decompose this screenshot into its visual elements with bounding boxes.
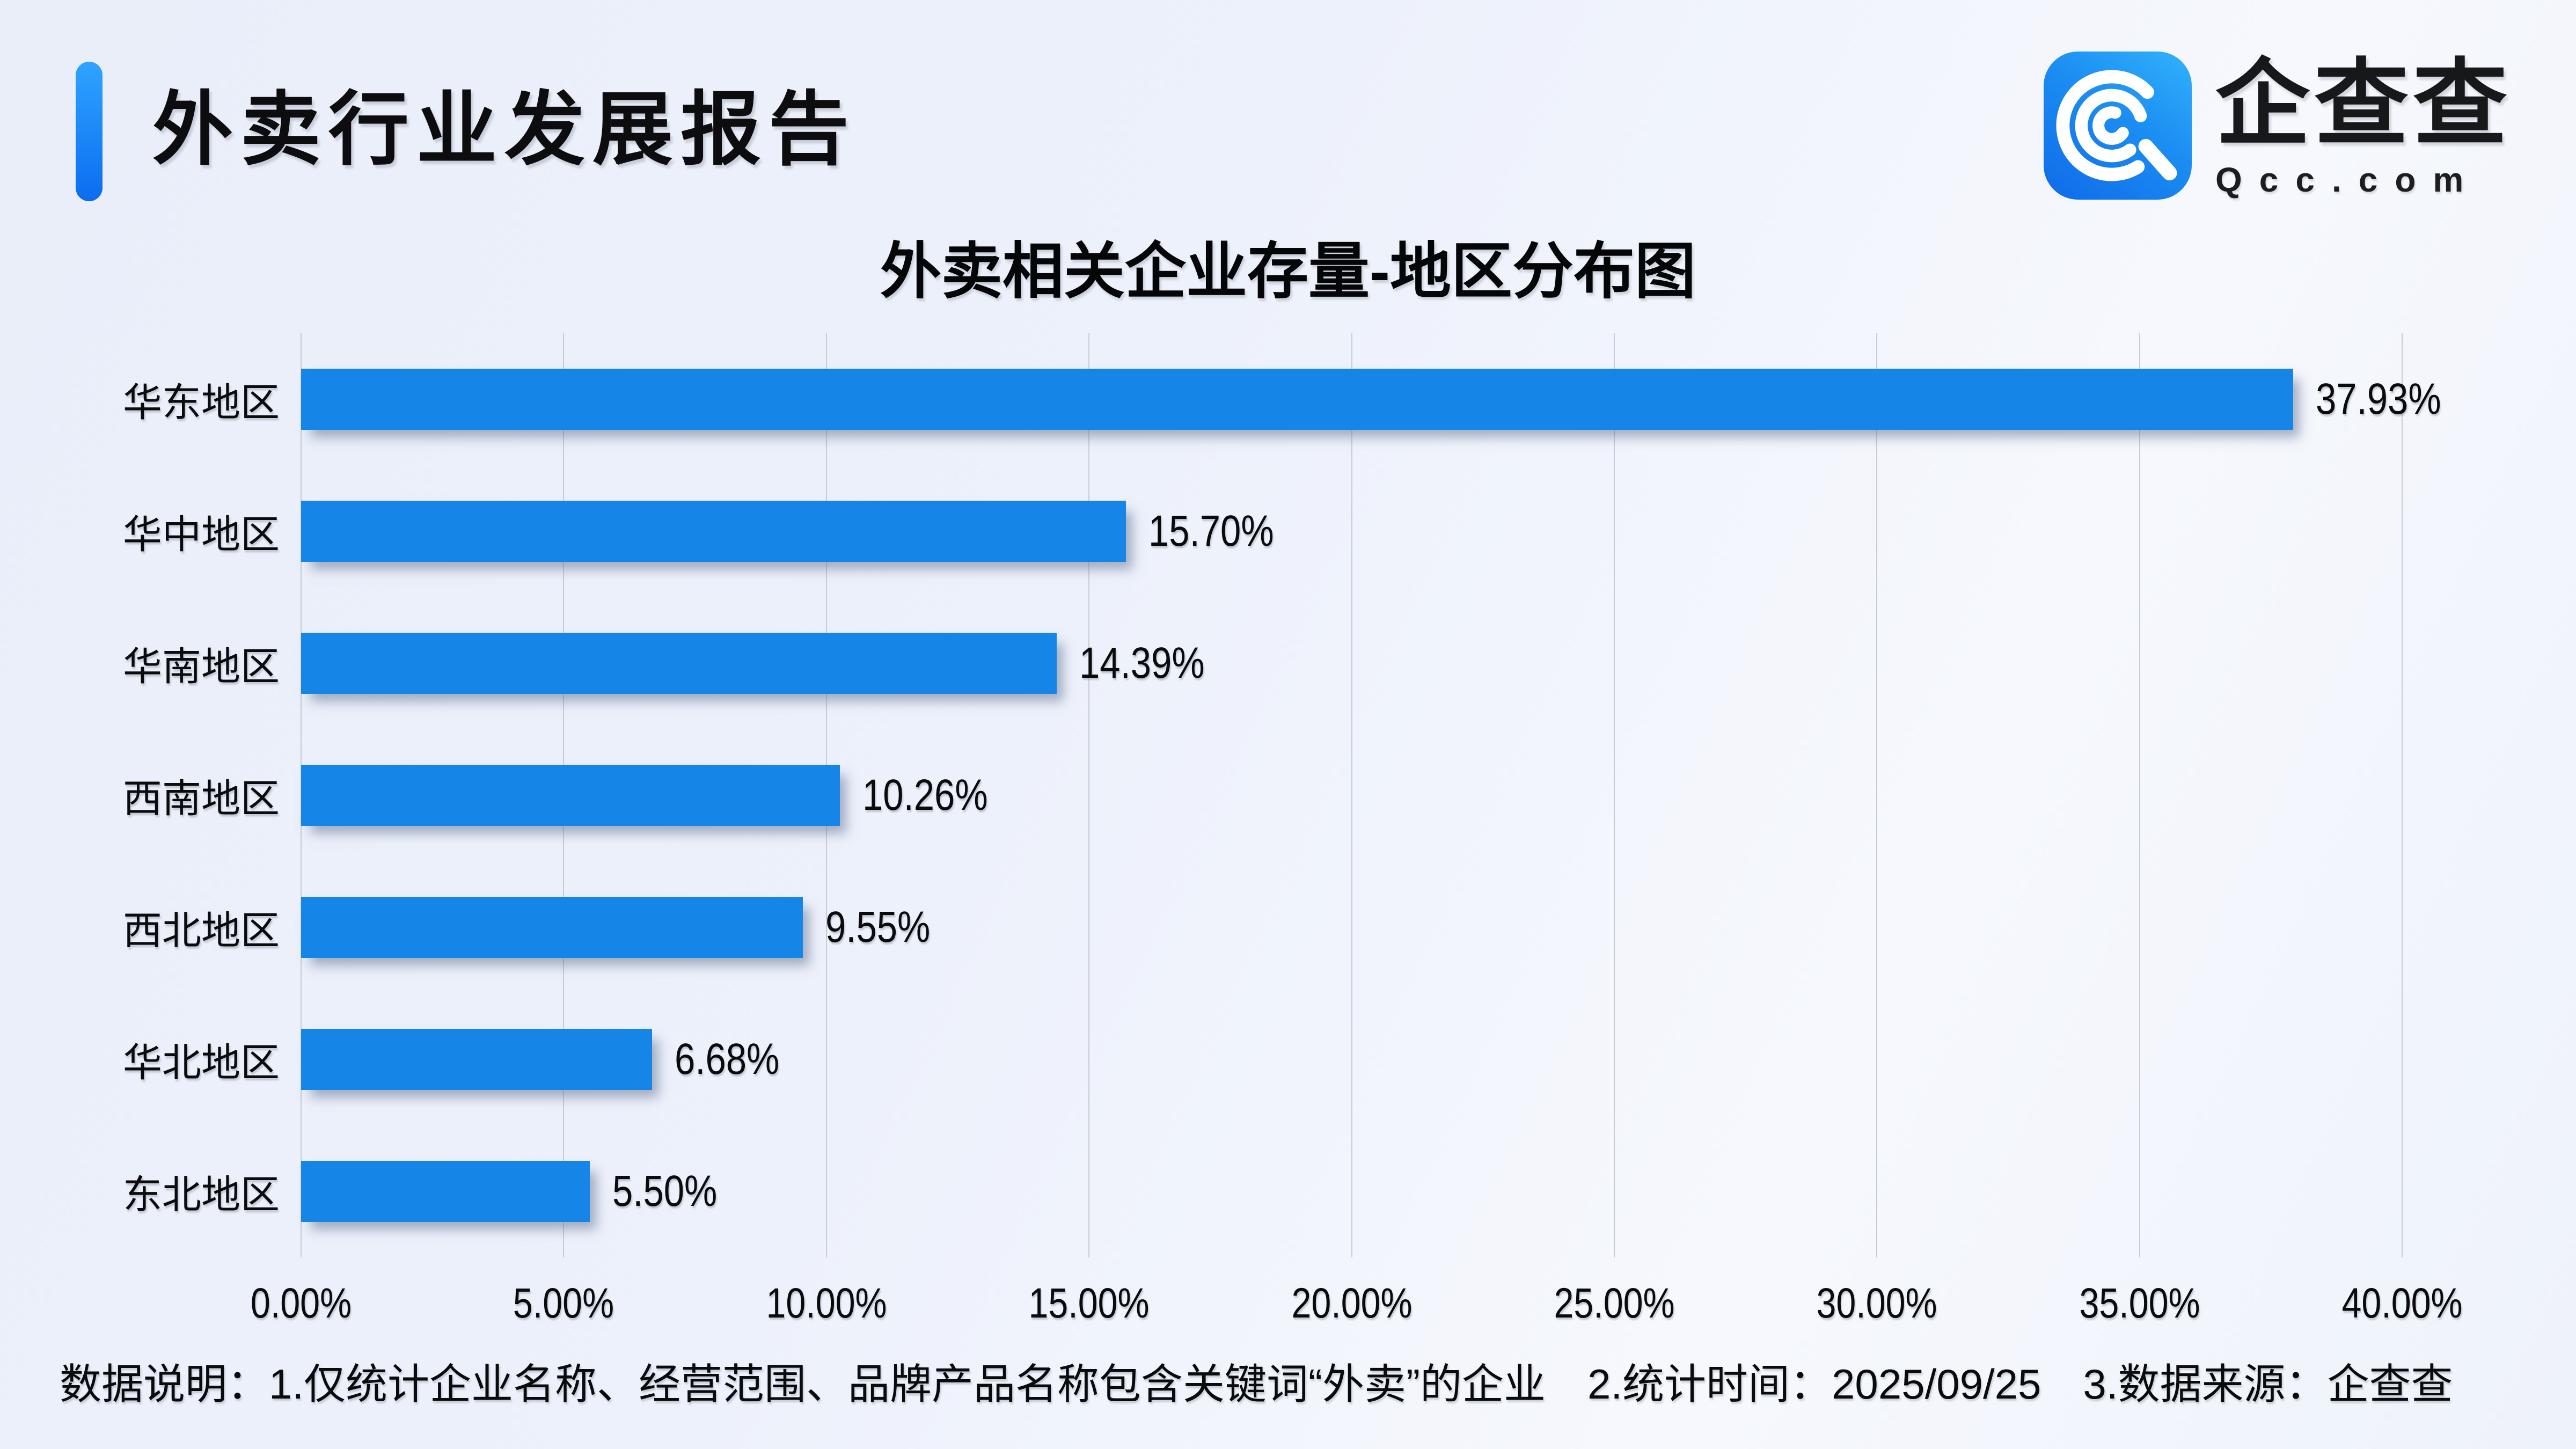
bar <box>301 633 1057 694</box>
bar-value-label: 14.39% <box>1079 639 1205 687</box>
gridline <box>1351 333 1352 1257</box>
gridline <box>2139 333 2140 1257</box>
qcc-logo-text: 企查查 Qcc.com <box>2215 52 2512 199</box>
x-tick-label: 35.00% <box>2079 1279 2200 1327</box>
bar-row: 华北地区 6.68% <box>60 993 2402 1125</box>
gridline <box>2402 333 2403 1257</box>
bar <box>301 501 1126 562</box>
x-tick-label: 30.00% <box>1816 1279 1937 1327</box>
x-tick-label: 0.00% <box>250 1279 352 1327</box>
x-tick-label: 10.00% <box>766 1279 887 1327</box>
category-label: 华北地区 <box>123 1041 280 1085</box>
category-label: 华中地区 <box>123 513 280 557</box>
bar-rows: 华东地区 37.93% 华中地区 15.70% 华南地区 14.39% 西南地区 10.26%… <box>60 333 2441 1257</box>
bar-value-label: 15.70% <box>1148 507 1274 555</box>
bar-track: 14.39% <box>301 597 2402 729</box>
qcc-domain: Qcc.com <box>2215 160 2481 199</box>
x-tick-label: 15.00% <box>1028 1279 1150 1327</box>
x-tick-label: 25.00% <box>1554 1279 1675 1327</box>
bar-row: 西北地区 9.55% <box>60 861 2402 993</box>
gridline <box>1876 333 1878 1257</box>
x-tick-label: 20.00% <box>1291 1279 1413 1327</box>
bar-row: 华东地区 37.93% <box>60 333 2441 465</box>
bar-row: 西南地区 10.26% <box>60 729 2402 861</box>
gridline <box>1613 333 1615 1257</box>
category-label: 西南地区 <box>123 777 280 821</box>
bar-track: 15.70% <box>301 465 2402 597</box>
data-notes: 数据说明：1.仅统计企业名称、经营范围、品牌产品名称包含关键词“外卖”的企业 2… <box>60 1360 2453 1408</box>
bar-row: 东北地区 5.50% <box>60 1125 2402 1257</box>
category-label: 西北地区 <box>123 909 280 953</box>
category-label: 华南地区 <box>123 645 280 689</box>
title-accent-bar <box>76 62 103 201</box>
bar-value-label: 10.26% <box>862 771 988 819</box>
bar <box>301 897 803 958</box>
gridline <box>1088 333 1090 1257</box>
bar-value-label: 5.50% <box>612 1167 718 1216</box>
bar-track: 5.50% <box>301 1125 2402 1257</box>
bar-row: 华中地区 15.70% <box>60 465 2402 597</box>
bar-row: 华南地区 14.39% <box>60 597 2402 729</box>
bar-track: 9.55% <box>301 861 2402 993</box>
bar-track: 10.26% <box>301 729 2402 861</box>
x-tick-label: 5.00% <box>513 1279 614 1327</box>
qcc-logo-icon <box>2043 52 2192 200</box>
qcc-brand-name: 企查查 <box>2215 52 2512 157</box>
x-axis: 0.00% 5.00% 10.00% 15.00% 20.00% 25.00% 30.00%… <box>251 1278 2463 1332</box>
category-label: 华东地区 <box>123 381 280 425</box>
bar <box>301 1029 652 1090</box>
bar <box>301 369 2294 430</box>
bar <box>301 1161 590 1222</box>
bar <box>301 765 840 826</box>
qcc-logo: 企查查 Qcc.com <box>2043 52 2512 200</box>
bar-value-label: 37.93% <box>2316 375 2442 423</box>
bar-track: 6.68% <box>301 993 2402 1125</box>
category-label: 东北地区 <box>123 1173 280 1217</box>
x-tick-label: 40.00% <box>2341 1279 2463 1327</box>
chart-title: 外卖相关企业存量-地区分布图 <box>880 238 1696 306</box>
bar-value-label: 9.55% <box>825 903 931 952</box>
bar-value-label: 6.68% <box>674 1035 780 1084</box>
bar-track: 37.93% <box>301 333 2441 465</box>
page-title: 外卖行业发展报告 <box>152 84 857 174</box>
